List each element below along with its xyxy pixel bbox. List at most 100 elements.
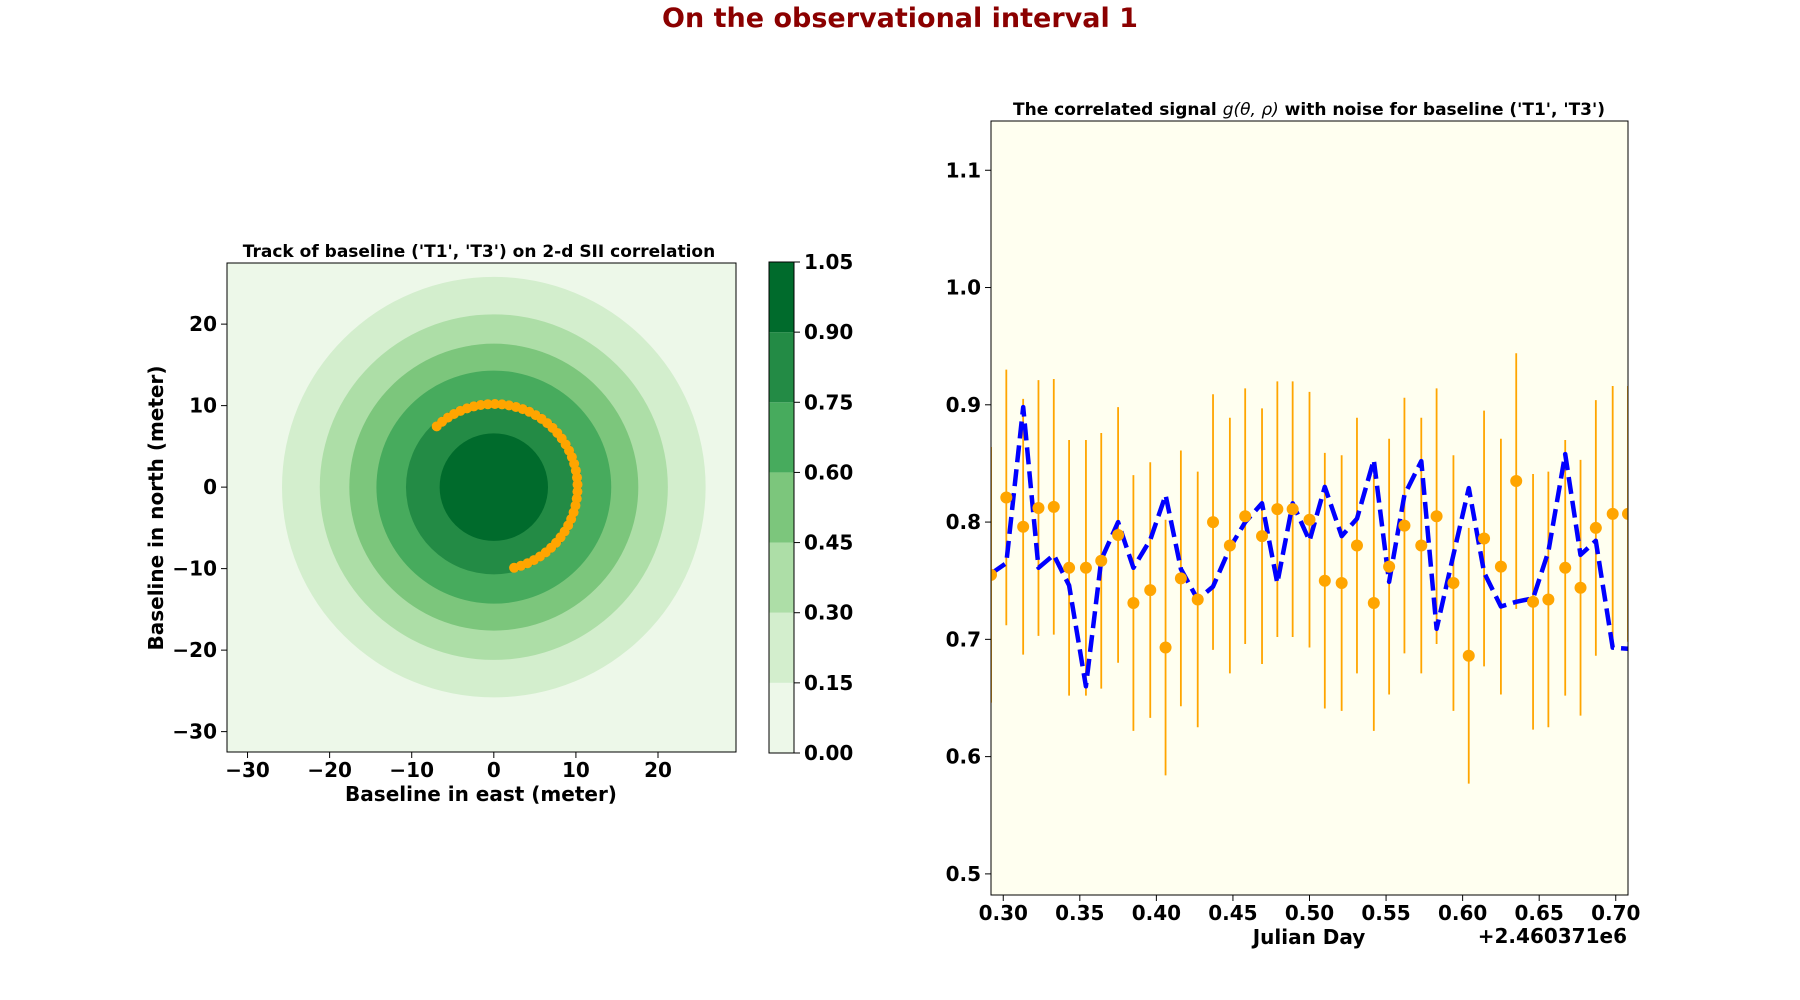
- y-tick-label: −30: [172, 720, 217, 744]
- y-tick-label: −20: [172, 638, 217, 662]
- signal-panel: The correlated signal g(θ, ρ) with noise…: [946, 100, 1641, 949]
- x-tick-label: 0.35: [1055, 901, 1104, 925]
- data-point: [1383, 560, 1396, 573]
- colorbar-band: [769, 472, 794, 543]
- y-tick-label: 0.5: [946, 862, 981, 886]
- y-tick-label: 1.0: [946, 276, 981, 300]
- contour-plot-area: [227, 263, 736, 752]
- y-tick-label: 0.7: [946, 627, 981, 651]
- data-point: [1256, 530, 1269, 543]
- model-line: [991, 404, 1628, 689]
- track-point: [572, 486, 583, 497]
- colorbar-band: [769, 402, 794, 473]
- colorbar-band: [769, 542, 794, 613]
- data-point: [1574, 581, 1587, 594]
- data-point: [1112, 528, 1125, 541]
- data-point: [1510, 475, 1523, 488]
- data-point: [1303, 513, 1316, 526]
- x-tick-label: 0.55: [1361, 901, 1410, 925]
- colorbar-tick-label: 0.30: [804, 601, 853, 625]
- data-point: [1335, 577, 1348, 590]
- data-point: [1542, 593, 1555, 606]
- contour-frame: [226, 262, 737, 753]
- colorbar-band: [769, 262, 794, 333]
- data-point: [1174, 572, 1187, 585]
- data-point: [1559, 561, 1572, 574]
- y-tick-label: 1.1: [946, 158, 981, 182]
- data-point: [1095, 554, 1108, 567]
- track-point: [431, 421, 442, 432]
- colorbar-tick-label: 0.15: [804, 671, 853, 695]
- data-point: [1398, 519, 1411, 532]
- colorbar-band: [769, 612, 794, 683]
- data-point: [1447, 577, 1460, 590]
- data-point: [1527, 595, 1540, 608]
- data-point: [1144, 584, 1157, 597]
- colorbar-tick-label: 0.60: [804, 460, 853, 484]
- colorbar-band: [769, 682, 794, 753]
- x-tick-label: 10: [562, 758, 590, 782]
- contour-x-ticks: −30 −20 −10 0 10 20: [225, 752, 672, 782]
- signal-x-ticks: 0.30 0.35 0.40 0.45 0.50 0.55 0.60 0.65 0.70: [979, 895, 1640, 925]
- data-point: [1017, 520, 1030, 533]
- data-point: [1239, 510, 1252, 523]
- x-tick-label: −10: [389, 758, 434, 782]
- contour-level-6: [439, 433, 548, 541]
- y-tick-label: −10: [172, 557, 217, 581]
- data-point: [1159, 641, 1172, 654]
- colorbar-band: [769, 332, 794, 403]
- y-tick-label: 10: [189, 394, 217, 418]
- data-point: [1478, 532, 1491, 545]
- y-tick-label: 0.9: [946, 393, 981, 417]
- data-point: [1494, 560, 1507, 573]
- x-tick-label: 0.60: [1438, 901, 1487, 925]
- x-tick-label: 0.65: [1515, 901, 1564, 925]
- data-point: [1430, 510, 1443, 523]
- track-point: [496, 399, 507, 410]
- x-tick-label: 0.30: [979, 901, 1028, 925]
- contour-y-label: Baseline in north (meter): [144, 365, 168, 650]
- data-point: [1367, 596, 1380, 609]
- colorbar-frame: [768, 261, 795, 754]
- data-point: [1047, 500, 1060, 513]
- colorbar-tick-label: 0.00: [804, 741, 853, 765]
- y-tick-label: 0.6: [946, 745, 981, 769]
- data-point: [1127, 596, 1140, 609]
- x-tick-label: 0.50: [1285, 901, 1334, 925]
- y-tick-label: 20: [189, 312, 217, 336]
- data-point: [1622, 507, 1628, 520]
- y-tick-label: 0.8: [946, 510, 981, 534]
- data-points: [991, 475, 1628, 662]
- signal-y-ticks: 0.5 0.6 0.7 0.8 0.9 1.0 1.1: [946, 158, 991, 886]
- signal-title-prefix: The correlated signal: [1013, 100, 1223, 120]
- x-tick-label: 0.40: [1132, 901, 1181, 925]
- data-point: [1000, 491, 1013, 504]
- data-point: [1223, 539, 1236, 552]
- data-point: [1286, 503, 1299, 516]
- colorbar-tick-label: 0.75: [804, 390, 853, 414]
- contour-y-ticks: −30 −20 −10 0 10 20: [172, 312, 227, 744]
- x-tick-label: 20: [644, 758, 672, 782]
- data-point: [1032, 502, 1045, 514]
- data-point: [1207, 516, 1220, 529]
- colorbar: 0.00 0.15 0.30 0.45 0.60 0.75 0.90 1.05: [768, 250, 853, 765]
- baseline-track: [431, 399, 583, 573]
- model-line-path: [991, 404, 1628, 689]
- data-point: [1271, 503, 1284, 516]
- contour-title: Track of baseline ('T1', 'T3') on 2-d SI…: [243, 242, 715, 262]
- data-point: [1589, 521, 1602, 534]
- data-point: [1462, 649, 1475, 662]
- signal-x-label: Julian Day: [1251, 925, 1366, 949]
- data-point: [1350, 539, 1363, 552]
- contour-rings: [227, 263, 736, 752]
- data-point: [1606, 507, 1619, 520]
- data-point: [1191, 593, 1204, 606]
- y-tick-label: 0: [203, 475, 217, 499]
- x-tick-label: 0.70: [1591, 901, 1640, 925]
- x-tick-label: −20: [307, 758, 352, 782]
- signal-x-offset: +2.460371e6: [1478, 924, 1627, 948]
- x-tick-label: −30: [225, 758, 270, 782]
- signal-title: The correlated signal g(θ, ρ) with noise…: [1013, 100, 1605, 120]
- contour-panel: Track of baseline ('T1', 'T3') on 2-d SI…: [144, 242, 853, 806]
- data-point: [1415, 539, 1428, 552]
